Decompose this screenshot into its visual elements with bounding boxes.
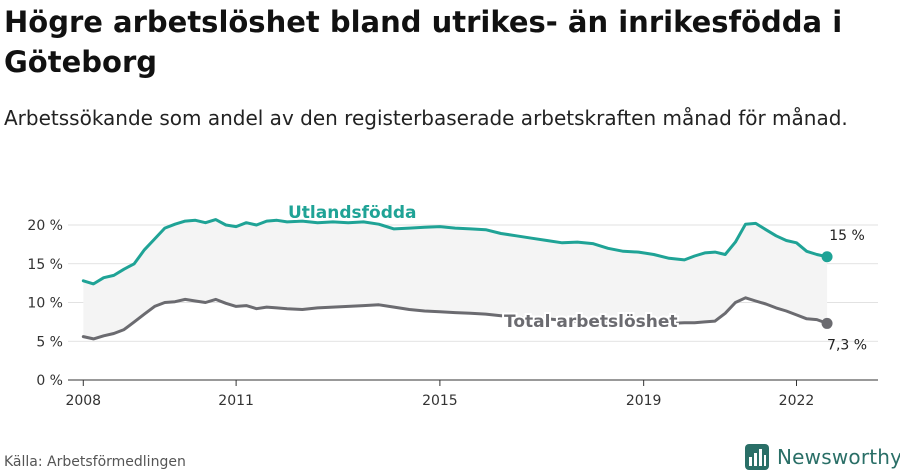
source-note: Källa: Arbetsförmedlingen bbox=[4, 454, 186, 470]
gap-band bbox=[83, 219, 828, 339]
y-tick-label: 20 % bbox=[27, 218, 63, 234]
line-chart: 0 % 5 % 10 % 15 % 20 % 2008 2011 2015 2019 2022 Ut… bbox=[27, 201, 878, 409]
brand-name: Newsworthy bbox=[777, 445, 900, 469]
total-line bbox=[81, 296, 829, 341]
x-tick-label: 2015 bbox=[422, 393, 458, 409]
total-end-point bbox=[821, 317, 833, 329]
utlandsfodda-line bbox=[81, 218, 829, 286]
y-tick-label: 5 % bbox=[36, 334, 63, 350]
x-tick-label: 2019 bbox=[626, 393, 662, 409]
x-tick-label: 2008 bbox=[65, 393, 101, 409]
chart-subtitle: Arbetssökande som andel av den registerb… bbox=[4, 106, 848, 130]
y-tick-label: 0 % bbox=[36, 373, 63, 389]
x-tick-label: 2011 bbox=[218, 393, 254, 409]
y-tick-label: 10 % bbox=[27, 296, 63, 312]
total-label: Total arbetslöshet bbox=[504, 312, 678, 332]
utlandsfodda-end-point bbox=[821, 251, 833, 263]
x-tick-label: 2022 bbox=[779, 393, 815, 409]
y-tick-label: 15 % bbox=[27, 257, 63, 273]
utlandsfodda-label: Utlandsfödda bbox=[288, 203, 417, 223]
total-end-label: 7,3 % bbox=[827, 337, 867, 353]
chart-title: Högre arbetslöshet bland utrikes- än inr… bbox=[4, 5, 843, 79]
newsworthy-logo-icon bbox=[745, 444, 769, 470]
brand-logo: Newsworthy bbox=[745, 442, 900, 472]
utlandsfodda-end-label: 15 % bbox=[829, 228, 865, 244]
